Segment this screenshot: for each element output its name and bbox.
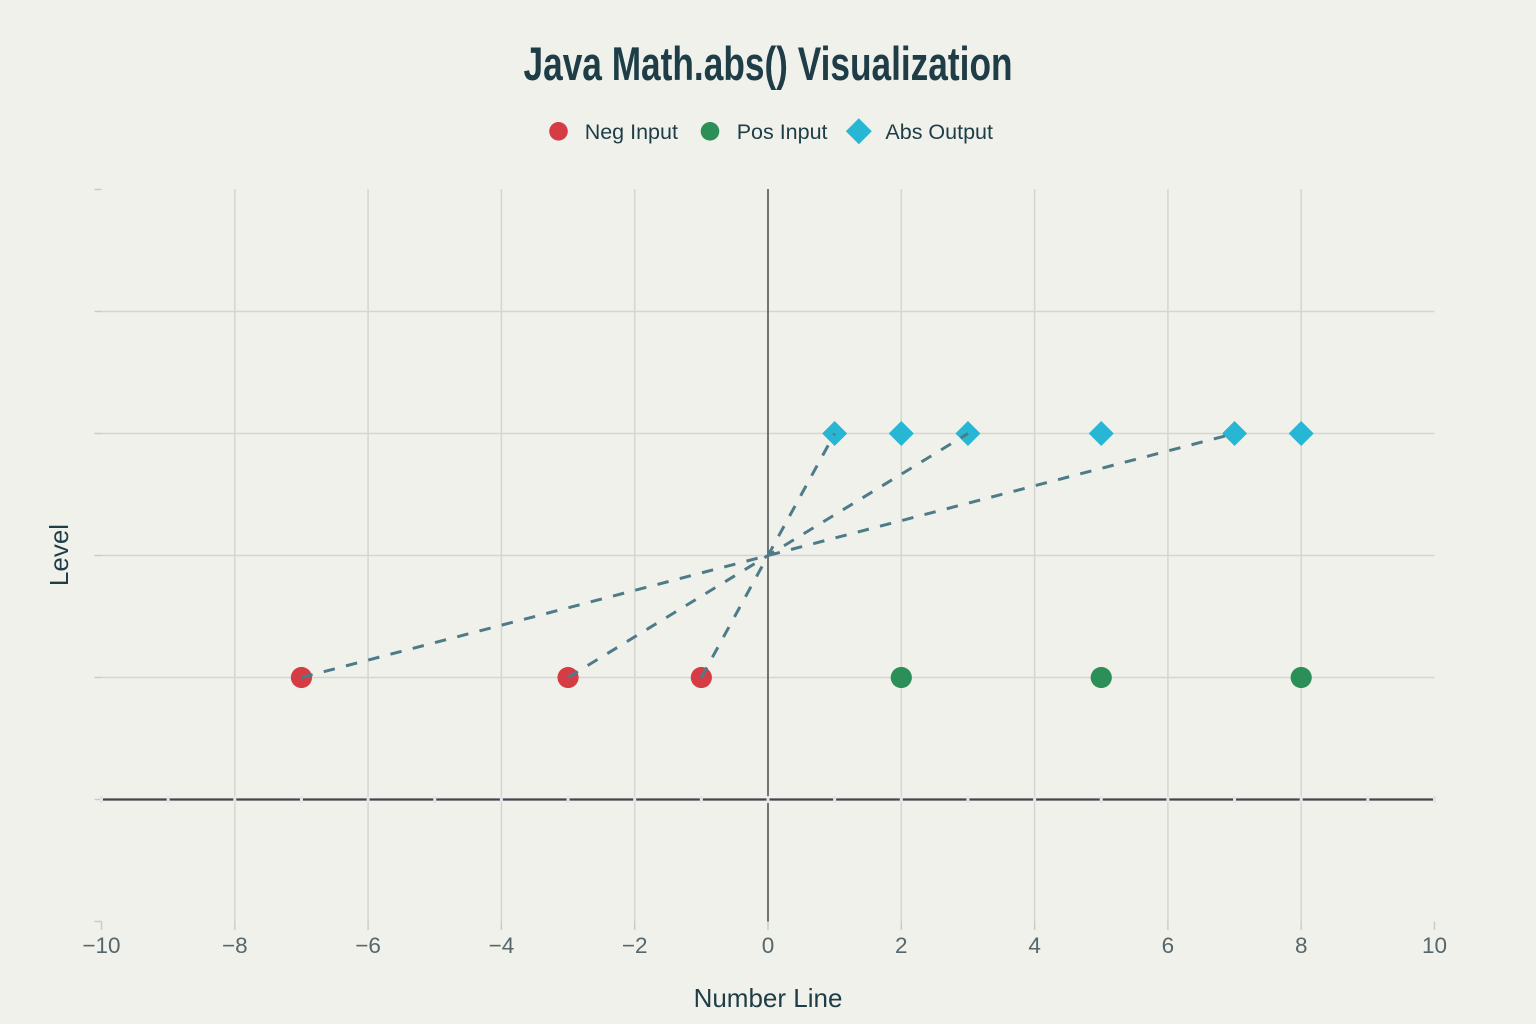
svg-text:Abs Output: Abs Output xyxy=(885,120,993,144)
svg-text:Neg Input: Neg Input xyxy=(585,120,678,144)
svg-text:Number Line: Number Line xyxy=(694,983,843,1013)
svg-text:0: 0 xyxy=(762,933,775,958)
svg-text:Java Math.abs() Visualization: Java Math.abs() Visualization xyxy=(524,37,1013,90)
svg-text:−8: −8 xyxy=(222,933,248,958)
svg-text:8: 8 xyxy=(1295,933,1308,958)
svg-text:Level: Level xyxy=(44,524,74,586)
svg-text:6: 6 xyxy=(1162,933,1175,958)
svg-text:−6: −6 xyxy=(355,933,381,958)
svg-text:−10: −10 xyxy=(82,933,120,958)
svg-text:10: 10 xyxy=(1422,933,1447,958)
svg-text:−4: −4 xyxy=(489,933,515,958)
svg-text:2: 2 xyxy=(895,933,908,958)
svg-text:4: 4 xyxy=(1028,933,1041,958)
svg-text:Pos Input: Pos Input xyxy=(737,120,828,144)
svg-text:−2: −2 xyxy=(622,933,648,958)
